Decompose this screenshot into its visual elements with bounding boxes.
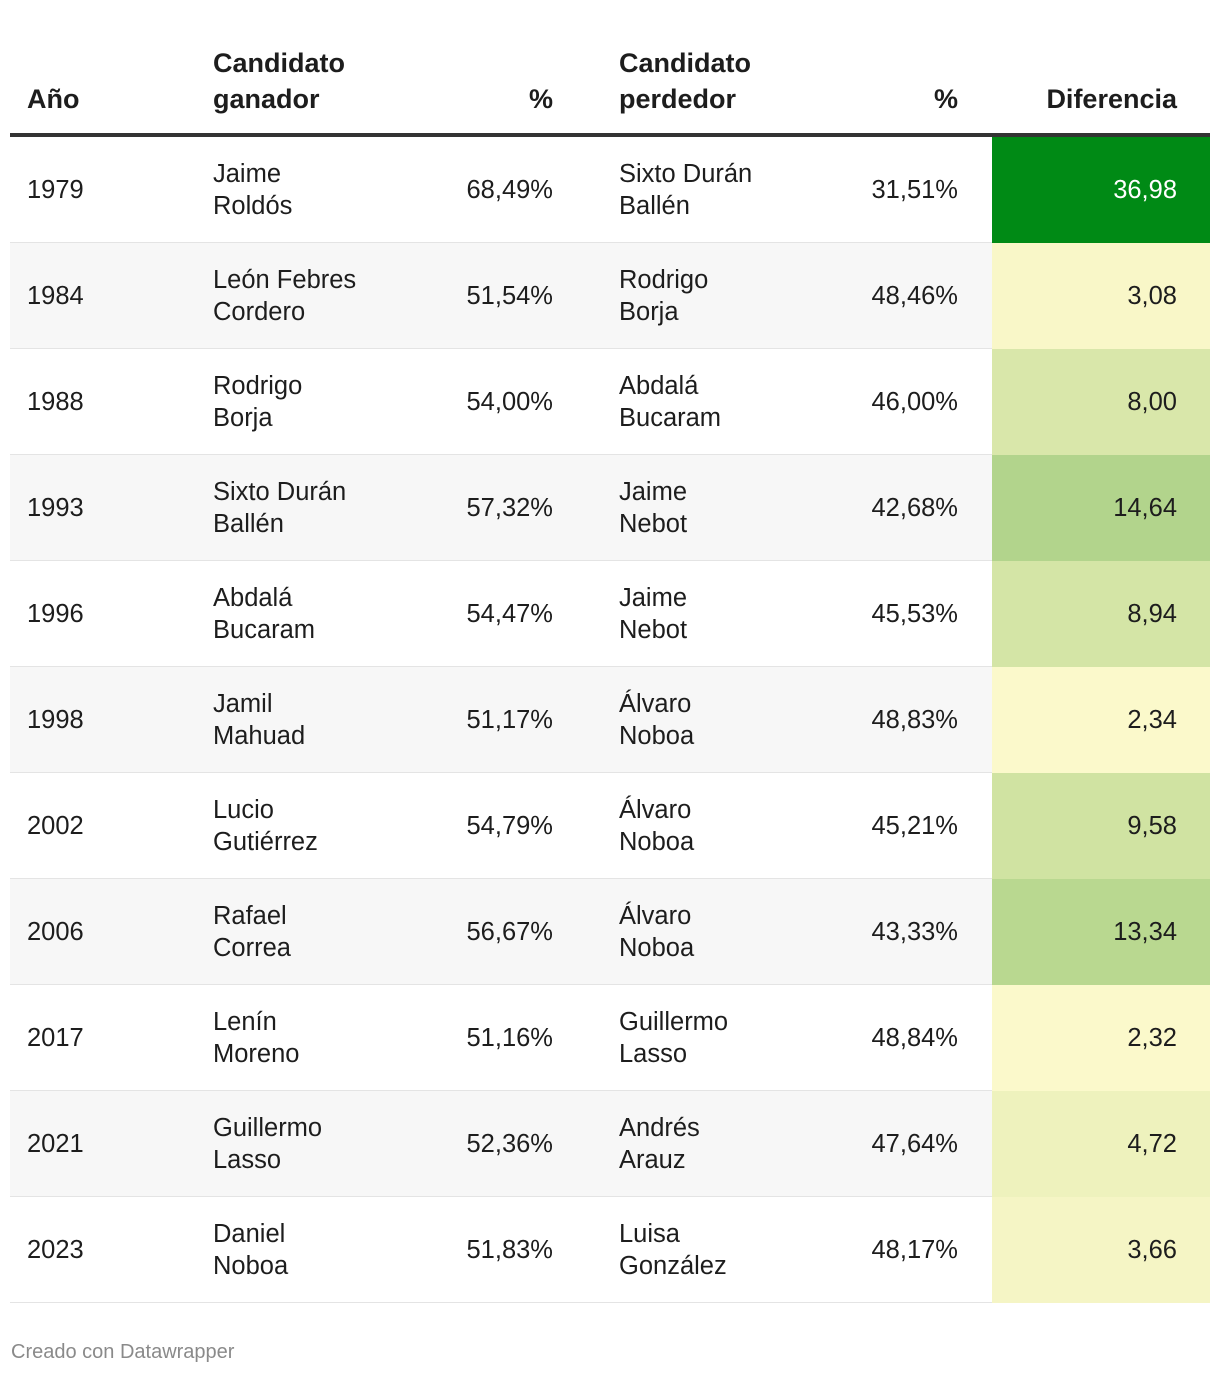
table-row: 1996 Abdalá Bucaram 54,47% Jaime Nebot 45,53…: [10, 561, 1210, 667]
table-row: 2017 Lenín Moreno 51,16% Guillermo Lasso 48,…: [10, 985, 1210, 1091]
difference-cell: 14,64: [992, 455, 1210, 561]
table-row: 1993 Sixto Durán Ballén 57,32% Jaime Nebot 4…: [10, 455, 1210, 561]
winner-pct-cell: 68,49%: [466, 175, 554, 204]
year-cell: 2002: [27, 811, 84, 840]
difference-cell: 36,98: [992, 137, 1210, 243]
difference-cell: 13,34: [992, 879, 1210, 985]
difference-value: 13,34: [1113, 918, 1177, 946]
difference-value: 8,00: [1127, 388, 1177, 416]
difference-value: 2,32: [1127, 1024, 1177, 1052]
header-loser-pct[interactable]: %: [933, 84, 958, 114]
winner-pct-cell: 51,83%: [466, 1235, 554, 1264]
loser-pct-cell: 45,53%: [871, 599, 959, 628]
difference-cell: 3,66: [992, 1197, 1210, 1303]
difference-value: 2,34: [1127, 706, 1177, 734]
table-row: 2023 Daniel Noboa 51,83% Luisa González 48,1…: [10, 1197, 1210, 1303]
year-cell: 1998: [27, 705, 84, 734]
loser-cell: Abdalá Bucaram: [619, 371, 722, 432]
table-row: 1998 Jamil Mahuad 51,17% Álvaro Noboa 48,83%…: [10, 667, 1210, 773]
loser-cell: Álvaro Noboa: [619, 689, 695, 750]
difference-cell: 3,08: [992, 243, 1210, 349]
year-cell: 1984: [27, 281, 84, 310]
winner-pct-cell: 56,67%: [466, 917, 554, 946]
difference-cell: 9,58: [992, 773, 1210, 879]
winner-pct-cell: 54,00%: [466, 387, 554, 416]
winner-pct-cell: 54,79%: [466, 811, 554, 840]
loser-cell: Andrés Arauz: [619, 1113, 700, 1174]
loser-pct-cell: 48,17%: [871, 1235, 959, 1264]
difference-cell: 8,00: [992, 349, 1210, 455]
difference-value: 8,94: [1127, 600, 1177, 628]
loser-pct-cell: 43,33%: [871, 917, 959, 946]
table-row: 2021 Guillermo Lasso 52,36% Andrés Arauz 47,…: [10, 1091, 1210, 1197]
loser-cell: Álvaro Noboa: [619, 795, 695, 856]
winner-pct-cell: 51,16%: [466, 1023, 554, 1052]
header-difference[interactable]: Diferencia: [1046, 84, 1177, 114]
difference-value: 3,66: [1127, 1236, 1177, 1264]
winner-pct-cell: 51,17%: [466, 705, 554, 734]
winner-cell: Rafael Correa: [213, 901, 291, 962]
winner-cell: Rodrigo Borja: [213, 371, 303, 432]
loser-pct-cell: 42,68%: [871, 493, 959, 522]
loser-pct-cell: 47,64%: [871, 1129, 959, 1158]
winner-pct-cell: 51,54%: [466, 281, 554, 310]
table-row: 1984 León Febres Cordero 51,54% Rodrigo Bor…: [10, 243, 1210, 349]
header-year[interactable]: Año: [27, 84, 80, 114]
header-winner-pct[interactable]: %: [528, 84, 553, 114]
header-loser[interactable]: Candidato perdedor: [619, 48, 751, 114]
loser-pct-cell: 48,83%: [871, 705, 959, 734]
table-body: 1979 Jaime Roldós 68,49% Sixto Durán Ballén…: [10, 137, 1210, 1303]
table-row: 2002 Lucio Gutiérrez 54,79% Álvaro Noboa 45,…: [10, 773, 1210, 879]
winner-cell: Lenín Moreno: [213, 1007, 300, 1068]
table-header: Año Candidato ganador % Candidato perded…: [10, 0, 1210, 137]
header-winner[interactable]: Candidato ganador: [213, 48, 345, 114]
winner-pct-cell: 54,47%: [466, 599, 554, 628]
loser-pct-cell: 46,00%: [871, 387, 959, 416]
results-table: Año Candidato ganador % Candidato perded…: [10, 0, 1210, 1303]
table-row: 1988 Rodrigo Borja 54,00% Abdalá Bucaram 46,…: [10, 349, 1210, 455]
winner-pct-cell: 52,36%: [466, 1129, 554, 1158]
difference-value: 14,64: [1113, 494, 1177, 522]
difference-value: 9,58: [1127, 812, 1177, 840]
loser-pct-cell: 31,51%: [871, 175, 959, 204]
loser-pct-cell: 48,46%: [871, 281, 959, 310]
table-row: 1979 Jaime Roldós 68,49% Sixto Durán Ballén…: [10, 137, 1210, 243]
loser-cell: Rodrigo Borja: [619, 265, 709, 326]
winner-cell: Jaime Roldós: [213, 159, 293, 220]
year-cell: 2017: [27, 1023, 84, 1052]
winner-cell: Jamil Mahuad: [213, 689, 306, 750]
loser-cell: Jaime Nebot: [619, 477, 688, 538]
year-cell: 2023: [27, 1235, 84, 1264]
year-cell: 2006: [27, 917, 84, 946]
difference-value: 36,98: [1113, 176, 1177, 204]
loser-cell: Guillermo Lasso: [619, 1007, 729, 1068]
difference-cell: 2,32: [992, 985, 1210, 1091]
year-cell: 1993: [27, 493, 84, 522]
year-cell: 2021: [27, 1129, 84, 1158]
winner-cell: Lucio Gutiérrez: [213, 795, 318, 856]
loser-cell: Álvaro Noboa: [619, 901, 695, 962]
difference-value: 3,08: [1127, 282, 1177, 310]
year-cell: 1996: [27, 599, 84, 628]
difference-cell: 4,72: [992, 1091, 1210, 1197]
loser-pct-cell: 48,84%: [871, 1023, 959, 1052]
loser-cell: Luisa González: [619, 1219, 727, 1280]
footer-credit[interactable]: Creado con Datawrapper: [11, 1341, 235, 1363]
loser-cell: Sixto Durán Ballén: [619, 159, 753, 220]
table-row: 2006 Rafael Correa 56,67% Álvaro Noboa 43,33…: [10, 879, 1210, 985]
year-cell: 1979: [27, 175, 84, 204]
difference-cell: 8,94: [992, 561, 1210, 667]
loser-cell: Jaime Nebot: [619, 583, 688, 644]
difference-value: 4,72: [1127, 1130, 1177, 1158]
winner-cell: Daniel Noboa: [213, 1219, 289, 1280]
winner-pct-cell: 57,32%: [466, 493, 554, 522]
winner-cell: Sixto Durán Ballén: [213, 477, 347, 538]
winner-cell: León Febres Cordero: [213, 265, 357, 326]
difference-cell: 2,34: [992, 667, 1210, 773]
winner-cell: Abdalá Bucaram: [213, 583, 316, 644]
year-cell: 1988: [27, 387, 84, 416]
winner-cell: Guillermo Lasso: [213, 1113, 323, 1174]
loser-pct-cell: 45,21%: [871, 811, 959, 840]
